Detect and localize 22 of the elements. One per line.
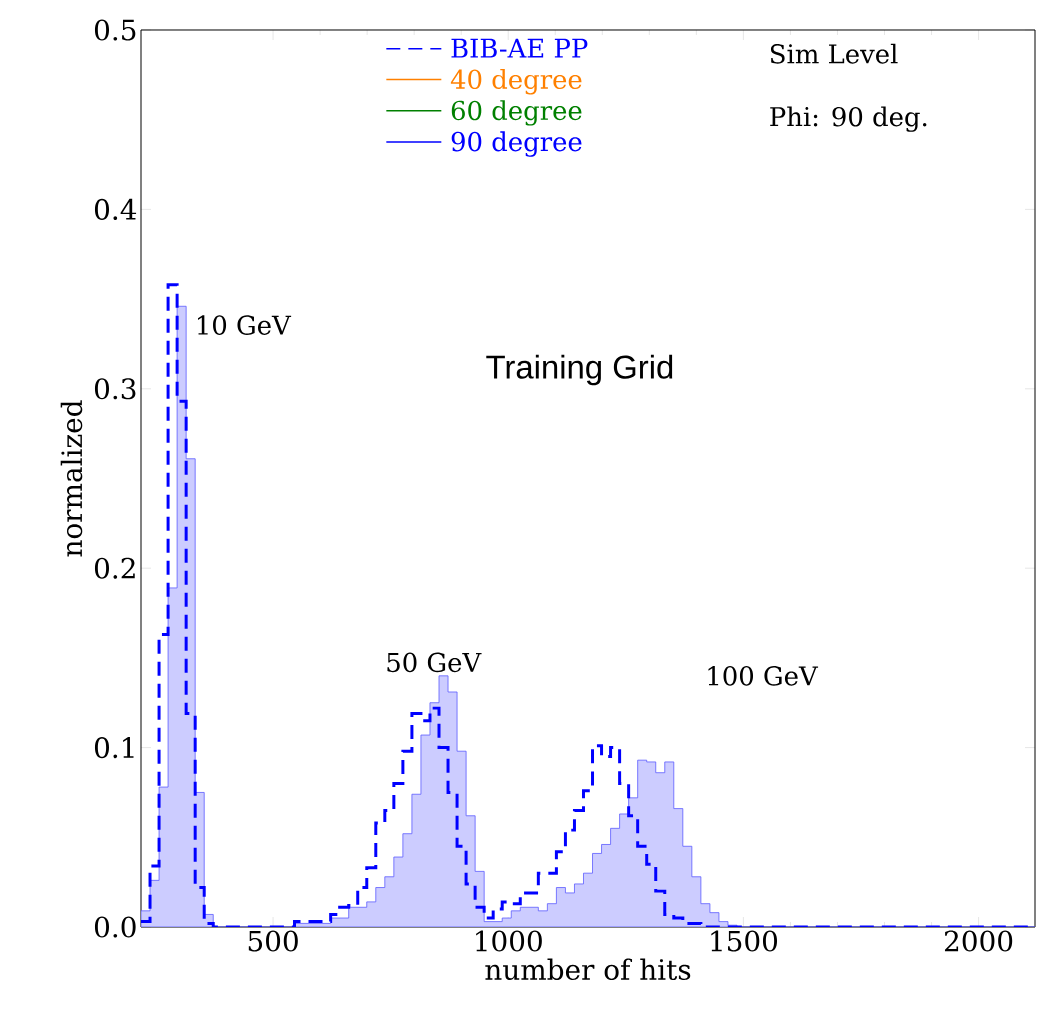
annotation: 50 GeV bbox=[387, 652, 482, 673]
annotation: Training Grid bbox=[486, 354, 673, 386]
annotation: 10 GeV bbox=[197, 315, 292, 335]
y-tick-label: 0.4 bbox=[94, 198, 137, 220]
x-tick-label: 2000 bbox=[944, 930, 1013, 952]
y-tick-label: 0.1 bbox=[94, 737, 134, 759]
y-tick-label: 0.2 bbox=[94, 557, 135, 579]
x-tick-label: 1500 bbox=[711, 930, 778, 952]
y-tick-label: 0.0 bbox=[94, 916, 136, 938]
legend-label: 40 degree bbox=[450, 69, 582, 95]
x-axis-title: number of hits bbox=[485, 958, 691, 981]
x-tick-label: 1000 bbox=[476, 930, 542, 952]
x-tick-label: 500 bbox=[248, 930, 298, 952]
annotation: Phi: 90 deg. bbox=[770, 106, 927, 132]
y-tick-label: 0.3 bbox=[94, 378, 136, 400]
y-tick-label: 0.5 bbox=[94, 19, 136, 41]
annotation: Sim Level bbox=[770, 43, 898, 64]
y-axis-title: normalized bbox=[60, 400, 83, 557]
text: BIB-AE PP bbox=[451, 38, 588, 58]
legend-label: 60 degree bbox=[451, 100, 582, 126]
legend-label: 90 degree bbox=[451, 131, 582, 157]
annotation: 100 GeV bbox=[708, 666, 819, 686]
